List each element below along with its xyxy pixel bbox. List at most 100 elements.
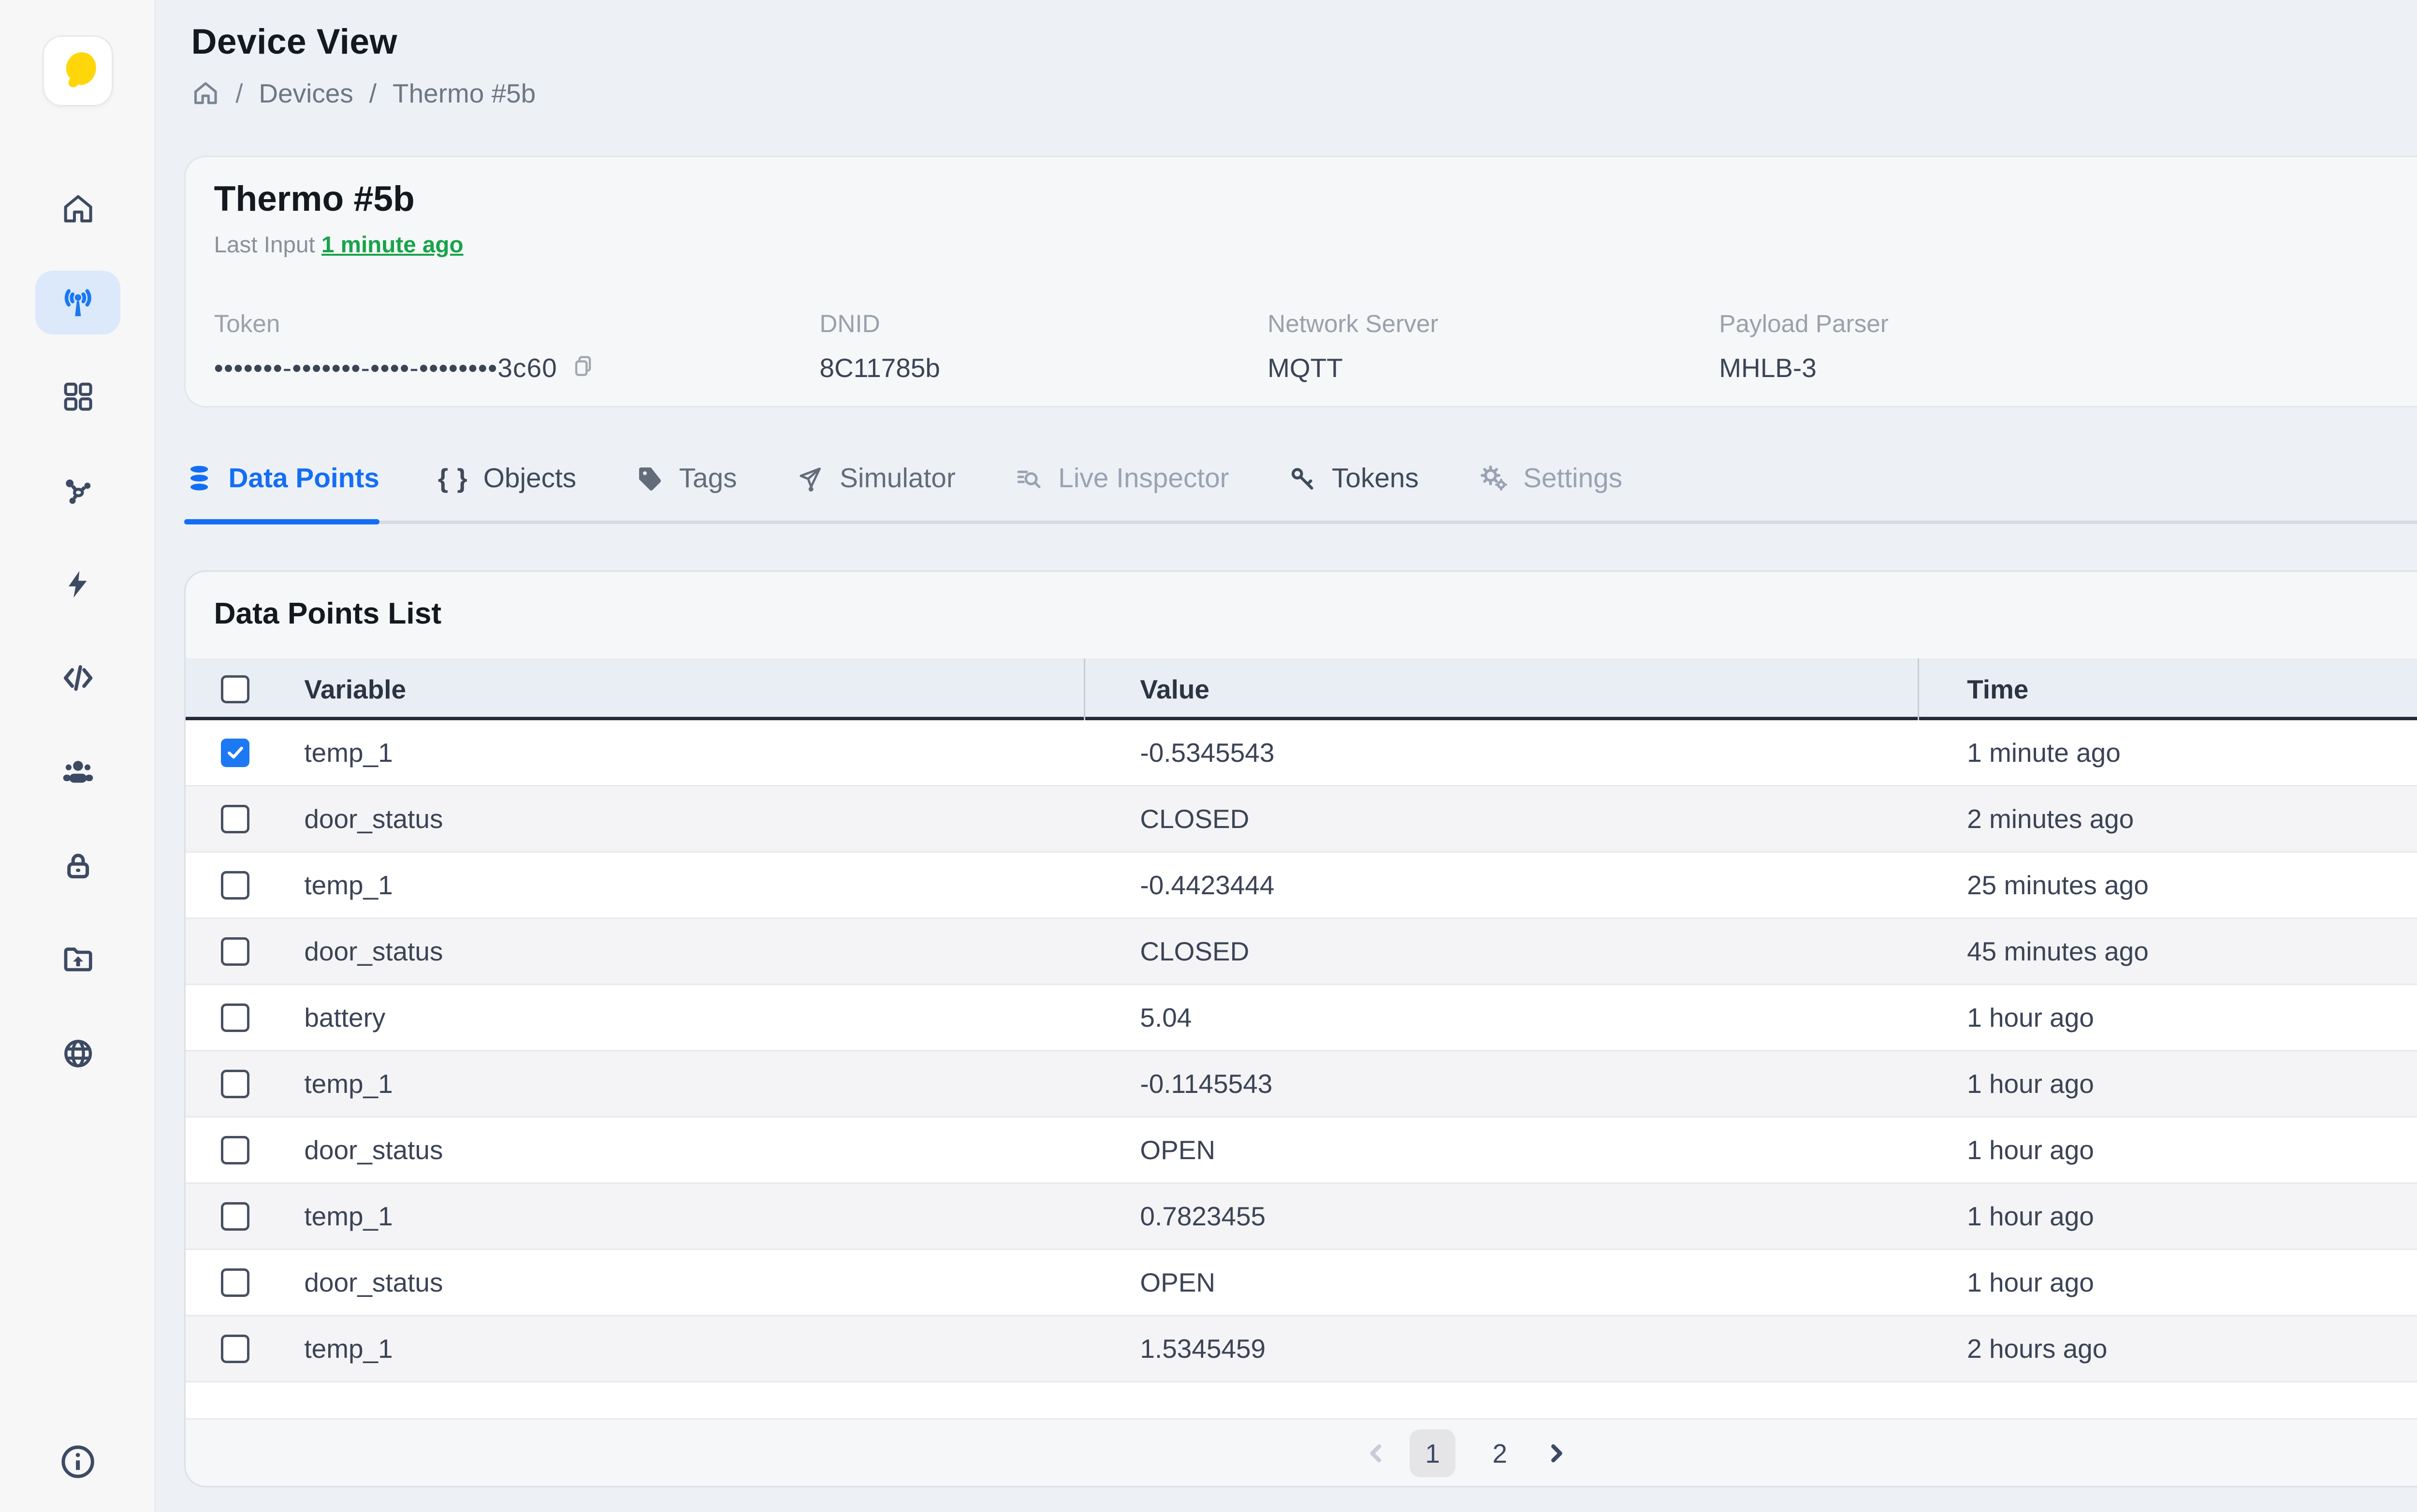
payload-parser-value: MHLB-3 — [1719, 352, 1817, 383]
device-summary-card: Thermo #5b Last Input 1 minute ago Edit … — [184, 156, 2417, 407]
network-hub-icon — [60, 473, 96, 508]
pagination-page-2[interactable]: 2 — [1492, 1438, 1507, 1468]
tab-data-points[interactable]: Data Points — [184, 453, 380, 524]
list-magnifier-icon — [1014, 463, 1044, 493]
cell-time: 1 hour ago — [1967, 1003, 2094, 1033]
last-input-link[interactable]: 1 minute ago — [321, 232, 464, 258]
sidebar-item-dashboards[interactable] — [35, 365, 120, 429]
table-row: battery 5.04 1 hour ago — [185, 985, 2417, 1052]
tab-tokens[interactable]: Tokens — [1287, 453, 1419, 521]
row-checkbox[interactable] — [221, 1334, 249, 1363]
table-row: temp_1 0.7823455 1 hour ago — [185, 1184, 2417, 1250]
cell-time: 1 hour ago — [1967, 1267, 2094, 1298]
row-checkbox[interactable] — [221, 1202, 249, 1231]
tab-label: Objects — [483, 463, 577, 494]
page-title: Device View — [191, 21, 397, 61]
table-row: door_status CLOSED 45 minutes ago — [185, 919, 2417, 986]
tab-label: Tokens — [1332, 463, 1419, 494]
row-checkbox[interactable] — [221, 738, 249, 767]
row-checkbox[interactable] — [221, 1268, 249, 1297]
cell-time: 1 hour ago — [1967, 1201, 2094, 1232]
sidebar-nav — [0, 177, 156, 1085]
pagination-prev-button[interactable] — [1364, 1441, 1388, 1466]
tab-tags[interactable]: Tags — [635, 453, 737, 521]
app-logo[interactable] — [42, 35, 114, 106]
breadcrumb-device-name: Thermo #5b — [393, 78, 536, 109]
last-input: Last Input 1 minute ago — [214, 232, 464, 258]
payload-parser-label: Payload Parser — [1719, 310, 1889, 338]
sidebar-item-network[interactable] — [35, 459, 120, 523]
cell-variable: door_status — [304, 804, 443, 834]
cell-variable: battery — [304, 1003, 386, 1033]
sidebar-help[interactable] — [0, 1441, 156, 1482]
broadcast-icon — [58, 283, 98, 322]
cell-value: CLOSED — [1140, 936, 1250, 967]
token-value: •••••••-•••••••-••••-••••••••3c60 — [214, 352, 557, 383]
row-checkbox[interactable] — [221, 937, 249, 966]
row-checkbox[interactable] — [221, 804, 249, 833]
table-row: temp_1 -0.1145543 1 hour ago — [185, 1051, 2417, 1118]
select-all-checkbox[interactable] — [221, 675, 249, 704]
table-row: temp_1 1.5345459 2 hours ago — [185, 1316, 2417, 1383]
cell-time: 1 hour ago — [1967, 1135, 2094, 1165]
token-label: Token — [214, 310, 280, 338]
sidebar-item-actions[interactable] — [35, 552, 120, 616]
sidebar-item-files[interactable] — [35, 928, 120, 991]
breadcrumb-home-icon[interactable] — [191, 79, 220, 108]
tab-settings[interactable]: Settings — [1477, 453, 1622, 521]
cell-variable: temp_1 — [304, 1201, 393, 1232]
breadcrumb-devices[interactable]: Devices — [259, 78, 353, 109]
tab-simulator[interactable]: Simulator — [795, 453, 956, 521]
lightning-icon — [61, 567, 95, 601]
tab-label: Simulator — [839, 463, 956, 494]
pagination-page-1[interactable]: 1 — [1409, 1429, 1456, 1478]
key-icon — [1287, 463, 1317, 493]
cell-variable: door_status — [304, 1135, 443, 1165]
info-icon — [58, 1441, 98, 1482]
tab-label: Settings — [1523, 463, 1623, 494]
cell-value: OPEN — [1140, 1135, 1216, 1165]
sidebar-item-integrations[interactable] — [35, 1022, 120, 1086]
sidebar-item-users[interactable] — [35, 740, 120, 804]
sidebar-item-devices[interactable] — [35, 271, 121, 335]
column-header-variable: Variable — [285, 658, 1085, 721]
row-checkbox[interactable] — [221, 1003, 249, 1032]
network-server-label: Network Server — [1267, 310, 1439, 338]
home-icon — [60, 191, 96, 227]
main-area: Device View / Devices / Thermo #5b SS Th… — [156, 0, 2417, 1512]
copy-icon[interactable] — [568, 353, 598, 383]
network-server-value: MQTT — [1267, 352, 1343, 383]
row-checkbox[interactable] — [221, 1069, 249, 1098]
braces-icon: { } — [437, 463, 469, 494]
field-network-server: Network Server MQTT — [1267, 309, 1719, 383]
device-tabs: Data Points { } Objects Tags Simulator L… — [184, 453, 2417, 524]
cell-variable: temp_1 — [304, 1334, 393, 1364]
row-checkbox[interactable] — [221, 871, 249, 900]
cell-variable: door_status — [304, 936, 443, 967]
table-row: door_status OPEN 1 hour ago — [185, 1118, 2417, 1184]
table-empty-strip — [185, 1382, 2417, 1420]
row-checkbox[interactable] — [221, 1135, 249, 1164]
table-row: temp_1 -0.4423444 25 minutes ago — [185, 853, 2417, 919]
pagination-next-button[interactable] — [1544, 1441, 1569, 1466]
cell-value: 1.5345459 — [1140, 1334, 1266, 1364]
cell-value: -0.5345543 — [1140, 738, 1275, 768]
list-card-header: Data Points List — [186, 572, 2417, 658]
breadcrumb-separator: / — [235, 78, 243, 109]
table-footer: 1 2 Total: ~10k items — [186, 1420, 2417, 1486]
tab-label: Data Points — [228, 463, 379, 494]
device-fields: Token •••••••-•••••••-••••-••••••••3c60 … — [214, 309, 2417, 396]
tab-objects[interactable]: { } Objects — [438, 453, 577, 521]
cell-time: 2 minutes ago — [1967, 804, 2134, 834]
sidebar-item-home[interactable] — [35, 177, 120, 241]
sidebar-item-analysis[interactable] — [35, 646, 120, 710]
cell-time: 2 hours ago — [1967, 1334, 2108, 1364]
cell-time: 25 minutes ago — [1967, 870, 2149, 901]
sidebar-item-security[interactable] — [35, 834, 120, 898]
tab-live-inspector[interactable]: Live Inspector — [1014, 453, 1229, 521]
paper-plane-icon — [795, 463, 825, 493]
cell-time: 45 minutes ago — [1967, 936, 2149, 967]
cell-value: -0.4423444 — [1140, 870, 1275, 901]
data-points-card: Data Points List Variable Value Time tem… — [184, 570, 2417, 1488]
